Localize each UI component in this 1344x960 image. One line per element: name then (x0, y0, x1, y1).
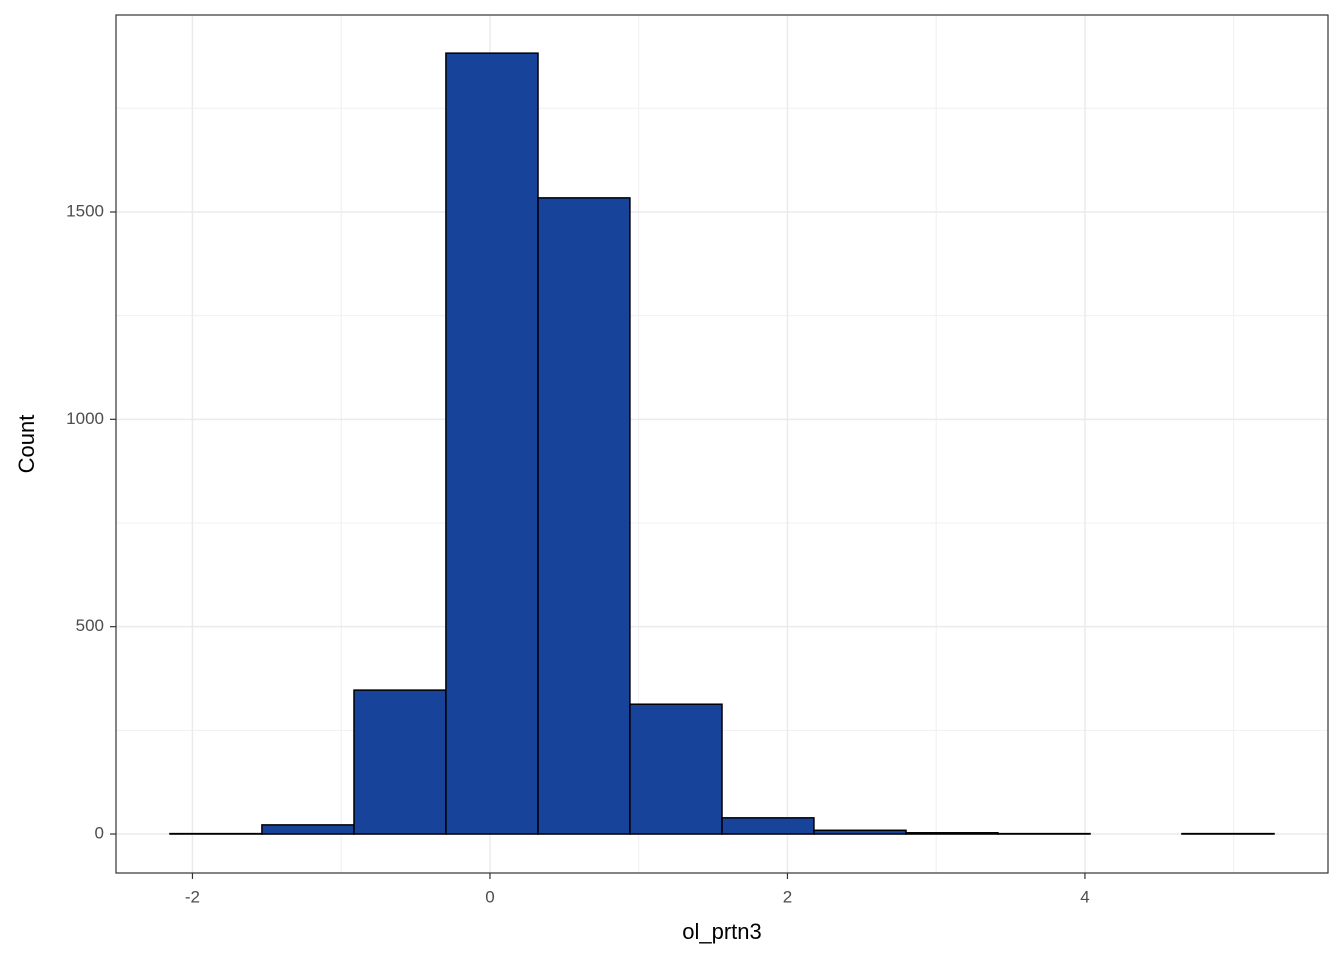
y-tick-label: 0 (95, 824, 104, 843)
x-tick-label: 4 (1080, 887, 1089, 906)
bar (629, 703, 723, 835)
bar (813, 829, 907, 835)
y-tick-label: 1500 (66, 201, 104, 220)
y-tick-label: 500 (76, 616, 104, 635)
x-tick-label: 2 (783, 887, 792, 906)
y-axis-title: Count (14, 415, 39, 474)
bar (445, 52, 539, 835)
x-tick-label: 0 (485, 887, 494, 906)
bar (537, 197, 631, 835)
bar (353, 689, 447, 835)
x-tick-label: -2 (185, 887, 200, 906)
x-axis-title: ol_prtn3 (682, 919, 762, 944)
bar (905, 832, 999, 835)
bar (261, 824, 355, 835)
panel-border (115, 14, 1329, 874)
axes: -2 0 2 4 0 500 1000 1500 (66, 201, 1090, 906)
bars (169, 52, 1275, 835)
y-tick-label: 1000 (66, 409, 104, 428)
bar (721, 817, 815, 835)
